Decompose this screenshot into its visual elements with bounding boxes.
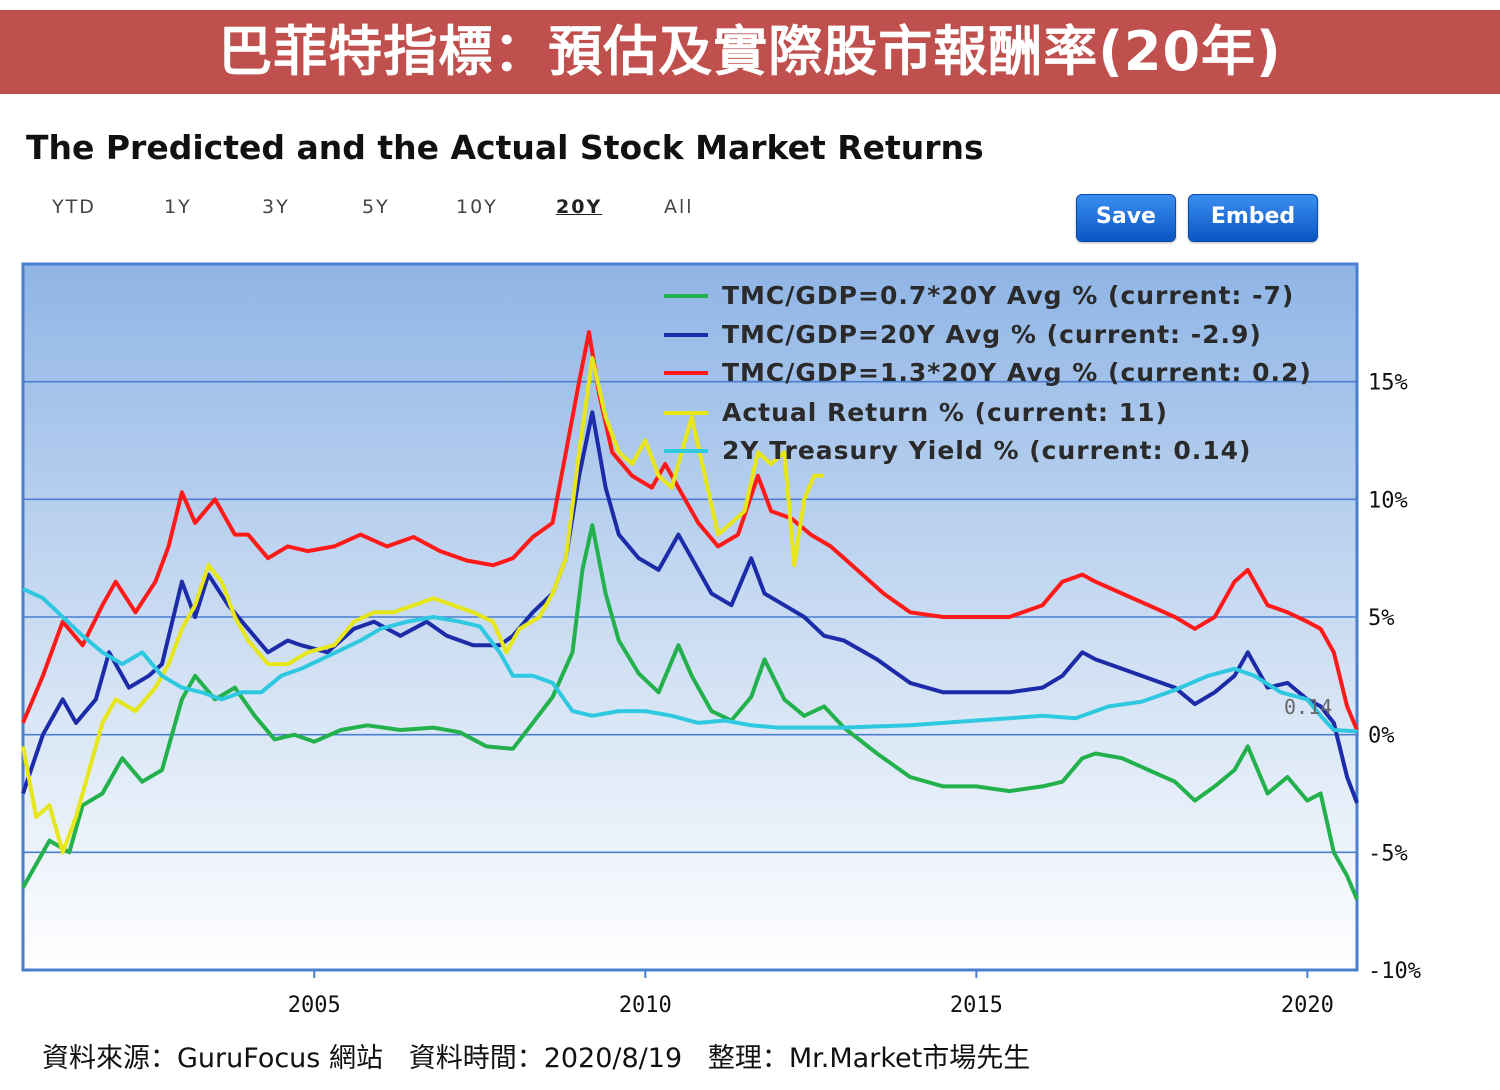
chart-title: The Predicted and the Actual Stock Marke… bbox=[26, 128, 984, 167]
y-tick-label: 15% bbox=[1368, 371, 1408, 396]
legend-label: Actual Return % (current: 11) bbox=[722, 398, 1168, 427]
current-value-annotation: 0.14 bbox=[1284, 695, 1332, 719]
legend: TMC/GDP=0.7*20Y Avg % (current: -7) TMC/G… bbox=[664, 281, 1312, 465]
y-tick-label: -5% bbox=[1368, 841, 1408, 866]
legend-label: TMC/GDP=0.7*20Y Avg % (current: -7) bbox=[722, 281, 1294, 310]
legend-label: TMC/GDP=20Y Avg % (current: -2.9) bbox=[722, 320, 1262, 349]
banner-title: 巴菲特指標：預估及實際股市報酬率(20年) bbox=[218, 20, 1282, 83]
x-tick-label: 2010 bbox=[619, 993, 672, 1018]
series-line-1 bbox=[21, 523, 1359, 901]
series-line-2 bbox=[21, 410, 1359, 804]
source-footer: 資料來源：GuruFocus 網站 資料時間：2020/8/19 整理：Mr.M… bbox=[42, 1043, 1031, 1074]
range-tab-5y[interactable]: 5Y bbox=[362, 196, 390, 218]
y-tick-label: 10% bbox=[1368, 488, 1408, 513]
range-tab-1y[interactable]: 1Y bbox=[164, 196, 192, 218]
range-tab-all[interactable]: All bbox=[664, 196, 694, 218]
legend-label: 2Y Treasury Yield % (current: 0.14) bbox=[722, 436, 1251, 465]
x-tick-label: 2020 bbox=[1281, 993, 1334, 1018]
range-tab-10y[interactable]: 10Y bbox=[456, 196, 498, 218]
y-tick-label: 0% bbox=[1368, 724, 1395, 749]
x-tick-label: 2015 bbox=[950, 993, 1003, 1018]
x-tick-label: 2005 bbox=[288, 993, 341, 1018]
range-tab-ytd[interactable]: YTD bbox=[52, 196, 96, 218]
embed-button[interactable]: Embed bbox=[1188, 194, 1318, 242]
series-group bbox=[21, 330, 1359, 901]
save-button[interactable]: Save bbox=[1076, 194, 1176, 242]
axes-group: 15% 10% 5% 0% -5% -10% 2005 2010 2015 2020 bbox=[288, 371, 1421, 1018]
legend-label: TMC/GDP=1.3*20Y Avg % (current: 0.2) bbox=[722, 358, 1312, 387]
title-banner: 巴菲特指標：預估及實際股市報酬率(20年) bbox=[0, 10, 1500, 94]
range-tab-3y[interactable]: 3Y bbox=[262, 196, 290, 218]
gridlines bbox=[23, 380, 1357, 971]
series-line-5 bbox=[22, 586, 1358, 734]
y-tick-label: 5% bbox=[1368, 606, 1395, 631]
series-line-4 bbox=[21, 356, 825, 855]
y-tick-label: -10% bbox=[1368, 959, 1421, 984]
range-tab-20y[interactable]: 20Y bbox=[556, 196, 603, 218]
